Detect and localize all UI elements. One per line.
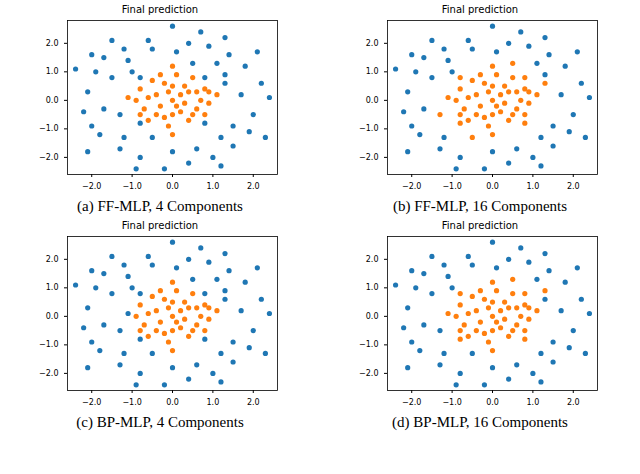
html-text:Final prediction: Final prediction xyxy=(121,220,199,231)
svg-text:1.0: 1.0 xyxy=(366,283,379,292)
html-text:(c) BP-MLP, 4 Components: (c) BP-MLP, 4 Components xyxy=(76,414,244,430)
svg-text:0.0: 0.0 xyxy=(486,182,499,191)
svg-text:−2.0: −2.0 xyxy=(82,398,101,407)
svg-text:−1.0: −1.0 xyxy=(359,124,378,133)
svg-text:1.0: 1.0 xyxy=(527,182,540,191)
svg-text:−1.0: −1.0 xyxy=(442,182,461,191)
svg-text:−1.0: −1.0 xyxy=(442,398,461,407)
svg-text:0.0: 0.0 xyxy=(366,96,379,105)
svg-text:−2.0: −2.0 xyxy=(402,182,421,191)
svg-text:1.0: 1.0 xyxy=(46,283,59,292)
svg-text:2.0: 2.0 xyxy=(46,255,59,264)
svg-text:2.0: 2.0 xyxy=(366,39,379,48)
svg-text:2.0: 2.0 xyxy=(366,255,379,264)
svg-text:0.0: 0.0 xyxy=(366,312,379,321)
svg-text:2.0: 2.0 xyxy=(46,39,59,48)
svg-text:2.0: 2.0 xyxy=(247,182,260,191)
svg-text:−2.0: −2.0 xyxy=(359,153,378,162)
svg-text:0.0: 0.0 xyxy=(46,96,59,105)
svg-text:−1.0: −1.0 xyxy=(39,124,58,133)
svg-text:1.0: 1.0 xyxy=(46,67,59,76)
svg-text:−1.0: −1.0 xyxy=(39,340,58,349)
svg-text:−1.0: −1.0 xyxy=(122,182,141,191)
svg-text:1.0: 1.0 xyxy=(527,398,540,407)
svg-text:−2.0: −2.0 xyxy=(39,153,58,162)
html-text:(d) BP-MLP, 16 Components: (d) BP-MLP, 16 Components xyxy=(392,414,568,430)
svg-text:−1.0: −1.0 xyxy=(122,398,141,407)
svg-text:−2.0: −2.0 xyxy=(39,369,58,378)
svg-text:1.0: 1.0 xyxy=(207,398,220,407)
svg-text:0.0: 0.0 xyxy=(166,182,179,191)
svg-text:−1.0: −1.0 xyxy=(359,340,378,349)
svg-text:2.0: 2.0 xyxy=(567,182,580,191)
svg-text:0.0: 0.0 xyxy=(166,398,179,407)
html-text:Final prediction: Final prediction xyxy=(441,220,519,231)
svg-text:−2.0: −2.0 xyxy=(82,182,101,191)
svg-text:2.0: 2.0 xyxy=(247,398,260,407)
html-text:(b) FF-MLP, 16 Components: (b) FF-MLP, 16 Components xyxy=(392,198,568,214)
svg-text:−2.0: −2.0 xyxy=(402,398,421,407)
html-text:(a) FF-MLP, 4 Components: (a) FF-MLP, 4 Components xyxy=(77,198,243,214)
html-text:Final prediction: Final prediction xyxy=(441,4,519,15)
svg-text:1.0: 1.0 xyxy=(207,182,220,191)
svg-text:−2.0: −2.0 xyxy=(359,369,378,378)
svg-text:0.0: 0.0 xyxy=(46,312,59,321)
svg-text:2.0: 2.0 xyxy=(567,398,580,407)
html-text:Final prediction: Final prediction xyxy=(121,4,199,15)
svg-text:1.0: 1.0 xyxy=(366,67,379,76)
svg-text:0.0: 0.0 xyxy=(486,398,499,407)
